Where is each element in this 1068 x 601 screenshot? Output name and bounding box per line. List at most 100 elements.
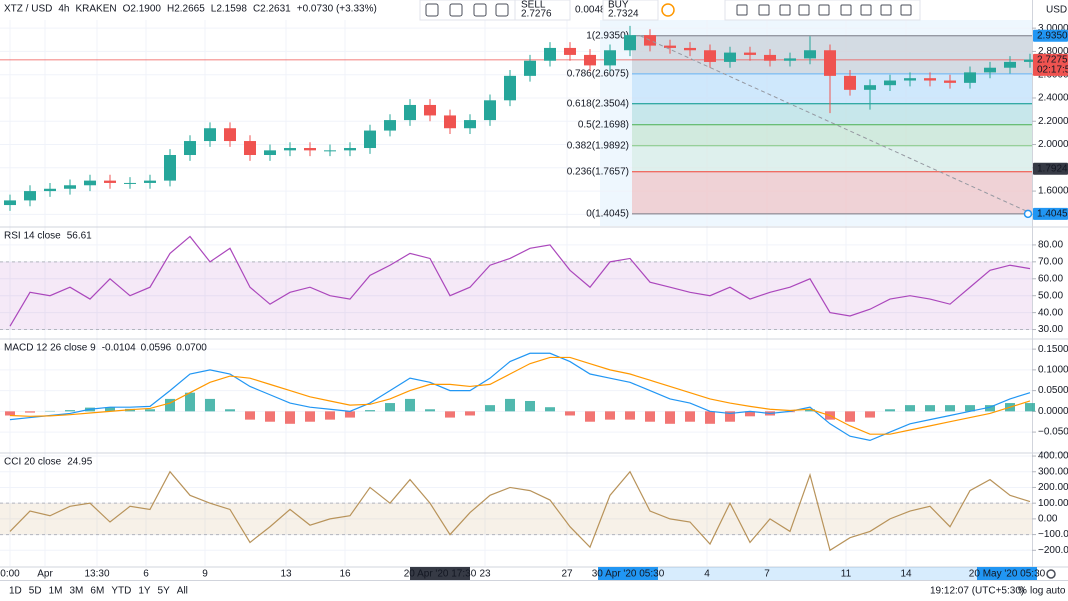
settings-button[interactable] [1046, 569, 1056, 579]
candle-body [464, 120, 476, 129]
candle-body [684, 47, 696, 51]
histogram-bar [725, 411, 735, 422]
toolbar-group [419, 0, 516, 21]
histogram-bar [65, 410, 75, 412]
range-button[interactable]: All [177, 586, 188, 597]
time-marker: 20 Apr '20 17:30 [404, 569, 477, 580]
tool-button[interactable] [880, 4, 892, 16]
price-label: 1.4045 [1037, 208, 1068, 219]
tool-button[interactable] [736, 4, 748, 16]
y-tick-label: 300.00 [1038, 466, 1068, 477]
y-tick-label: 400.00 [1038, 451, 1068, 462]
indicator-value: 24.95 [67, 457, 92, 468]
macd-line [9, 356, 1031, 435]
tool-button[interactable] [840, 4, 852, 16]
band [0, 261, 1032, 330]
range-button[interactable]: 1M [49, 586, 63, 597]
clock: 19:12:07 (UTC+5:30) [930, 586, 1024, 597]
candle-body [984, 67, 996, 73]
x-tick-label: 16 [339, 569, 351, 580]
histogram-bar [925, 405, 935, 412]
candle-body [864, 85, 876, 90]
y-tick-label: 2.4000 [1038, 93, 1068, 104]
tool-button[interactable] [473, 3, 487, 17]
y-tick-label: −100.00 [1038, 529, 1068, 540]
histogram-bar [845, 411, 855, 422]
candle-body [844, 75, 856, 90]
histogram-bar [365, 410, 375, 412]
candle-body [724, 52, 736, 62]
buy-button[interactable] [602, 0, 659, 21]
tool-button[interactable] [779, 4, 791, 16]
tool-button[interactable] [798, 4, 810, 16]
candle-body [484, 100, 496, 121]
histogram-bar [345, 411, 355, 418]
fib-label: 1(2.9350) [586, 30, 629, 41]
tool-button[interactable] [758, 4, 770, 16]
info-button[interactable] [661, 3, 675, 17]
fib-label: 0.786(2.6075) [567, 68, 629, 79]
x-tick-label: 14 [900, 569, 912, 580]
histogram-bar [545, 407, 555, 412]
range-button[interactable]: 1D [9, 586, 22, 597]
histogram-bar [445, 411, 455, 418]
range-button[interactable]: YTD [111, 586, 131, 597]
candle-body [24, 191, 36, 201]
y-tick-label: 70.00 [1038, 256, 1063, 267]
y-tick-label: 0.0000 [1038, 406, 1068, 417]
candle-body [144, 180, 156, 183]
candle-body [664, 45, 676, 48]
time-marker-bg [977, 567, 1037, 580]
sell-button[interactable] [514, 0, 571, 21]
candle-body [324, 150, 336, 152]
range-button[interactable]: 5D [29, 586, 42, 597]
candle-body [524, 60, 536, 76]
range-button[interactable]: 6M [90, 586, 104, 597]
indicator-value: 0.0596 [141, 343, 172, 354]
sell-price: 2.7276 [521, 9, 552, 20]
y-tick-label: 50.00 [1038, 290, 1063, 301]
histogram-bar [585, 411, 595, 422]
tool-button[interactable] [900, 4, 912, 16]
range-button[interactable]: 5Y [158, 586, 171, 597]
range-button[interactable]: 1Y [138, 586, 151, 597]
time-marker-bg [410, 567, 470, 580]
candle-body [264, 150, 276, 156]
histogram-bar [425, 409, 435, 412]
range-button[interactable]: 3M [70, 586, 84, 597]
y-tick-label: 2.0000 [1038, 139, 1068, 150]
candle-body [424, 104, 436, 116]
histogram-bar [665, 411, 675, 424]
candle-body [884, 80, 896, 86]
candle-body [204, 128, 216, 142]
tool-button[interactable] [425, 3, 439, 17]
histogram-bar [685, 411, 695, 422]
log-toggle[interactable]: log [1030, 586, 1043, 597]
tool-button[interactable] [449, 3, 463, 17]
price-label-bg [1033, 162, 1068, 175]
header-text: L2.1598 [211, 4, 248, 15]
histogram-bar [965, 405, 975, 412]
tool-button[interactable] [818, 4, 830, 16]
fib-band [632, 103, 1032, 125]
histogram-bar [465, 411, 475, 416]
tool-button[interactable] [860, 4, 872, 16]
auto-toggle[interactable]: auto [1046, 586, 1066, 597]
fib-band [632, 124, 1032, 146]
price-label: 1.7924 [1037, 163, 1068, 174]
indicator-title: CCI 20 close [4, 457, 62, 468]
price-label: 2.9350 [1037, 30, 1068, 41]
candle-body [104, 180, 116, 183]
tool-button[interactable] [495, 3, 509, 17]
percent-toggle[interactable]: % [1018, 586, 1027, 597]
x-tick-label: 11 [841, 569, 852, 580]
x-tick-label: 6 [143, 569, 149, 580]
time-marker-bg [598, 567, 658, 580]
fib-label: 0.236(1.7657) [567, 166, 629, 177]
buy-price: 2.7324 [608, 9, 639, 20]
histogram-bar [565, 411, 575, 416]
countdown: 02:17:54 [1037, 65, 1068, 76]
buy-label: BUY [608, 0, 629, 11]
candle-body [284, 148, 296, 151]
time-marker: 30 Apr '20 05:30 [592, 569, 665, 580]
